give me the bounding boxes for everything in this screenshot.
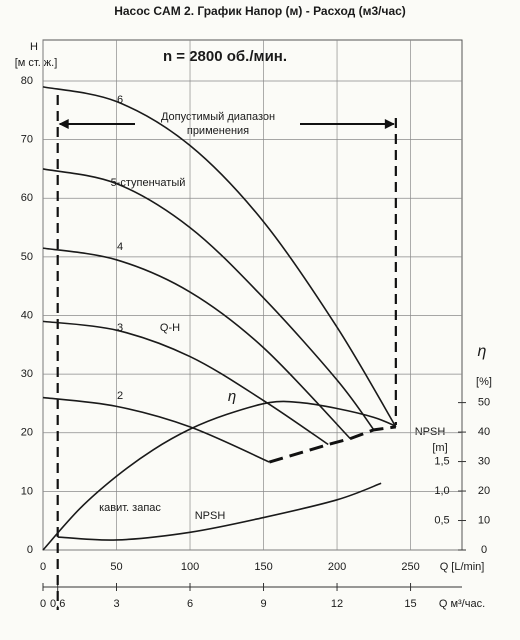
x2-tick-label: 0,6 — [50, 598, 65, 610]
arrow-head — [384, 119, 395, 129]
y-tick-label: 50 — [21, 251, 33, 263]
y3-tick-label: 1,0 — [434, 485, 449, 497]
series-line — [42, 320, 329, 446]
y2-tick-label: 40 — [478, 426, 490, 438]
x-tick-label: 0 — [40, 561, 46, 573]
series-line — [42, 86, 397, 428]
y3-axis-label: NPSH — [415, 426, 446, 438]
series-line — [42, 168, 375, 431]
y-tick-label: 40 — [21, 309, 33, 321]
annotation: Q-H — [160, 322, 180, 334]
x2-axis-label: Q м³/час. — [439, 598, 485, 610]
series-line — [42, 400, 397, 551]
limit-line — [268, 425, 397, 464]
y-tick-label: 70 — [21, 134, 33, 146]
y3-tick-label: 0,5 — [434, 514, 449, 526]
y-tick-label: 80 — [21, 75, 33, 87]
y2-tick-label: 50 — [478, 397, 490, 409]
chart-title: Насос CAM 2. График Напор (м) - Расход (… — [114, 4, 406, 18]
y2-axis-unit: [%] — [476, 376, 492, 388]
x-tick-label: 100 — [181, 561, 199, 573]
y-axis-label: H — [30, 41, 38, 53]
y2-tick-label: 10 — [478, 514, 490, 526]
x2-tick-label: 15 — [404, 598, 416, 610]
series-label: 2 — [117, 390, 123, 402]
x2-tick-label: 6 — [187, 598, 193, 610]
x-tick-label: 250 — [401, 561, 419, 573]
chart-subtitle: n = 2800 об./мин. — [163, 48, 287, 65]
y-tick-label: 60 — [21, 192, 33, 204]
y-tick-label: 20 — [21, 427, 33, 439]
series-line — [57, 482, 382, 541]
series-line — [42, 396, 270, 463]
range-label: применения — [187, 125, 249, 137]
y2-axis-label: η — [478, 343, 487, 360]
series-label: 3 — [117, 322, 123, 334]
x-tick-label: 50 — [110, 561, 122, 573]
range-label: Допустимый диапазон — [161, 111, 275, 123]
x2-tick-label: 3 — [113, 598, 119, 610]
x2-tick-label: 12 — [331, 598, 343, 610]
x2-tick-label: 9 — [260, 598, 266, 610]
x-axis-label: Q [L/min] — [440, 561, 485, 573]
y-axis-unit: [м ст. ж.] — [15, 57, 58, 69]
series-label: 6 — [117, 94, 123, 106]
series-line — [42, 247, 351, 440]
annotation: кавит. запас — [99, 502, 161, 514]
series-label: NPSH — [195, 510, 226, 522]
y2-tick-label: 20 — [478, 485, 490, 497]
series-label: 5-ступенчатый — [111, 177, 186, 189]
x-tick-label: 150 — [254, 561, 272, 573]
y3-tick-label: 1,5 — [434, 455, 449, 467]
y3-axis-unit: [m] — [432, 442, 447, 454]
y-tick-label: 30 — [21, 368, 33, 380]
x2-tick-label: 0 — [40, 598, 46, 610]
series-label: η — [228, 388, 236, 405]
y2-tick-label: 0 — [481, 544, 487, 556]
series-label: 4 — [117, 241, 123, 253]
y2-tick-label: 30 — [478, 455, 490, 467]
arrow-head — [58, 119, 69, 129]
y-tick-label: 10 — [21, 485, 33, 497]
x-tick-label: 200 — [328, 561, 346, 573]
y-tick-label: 0 — [27, 544, 33, 556]
